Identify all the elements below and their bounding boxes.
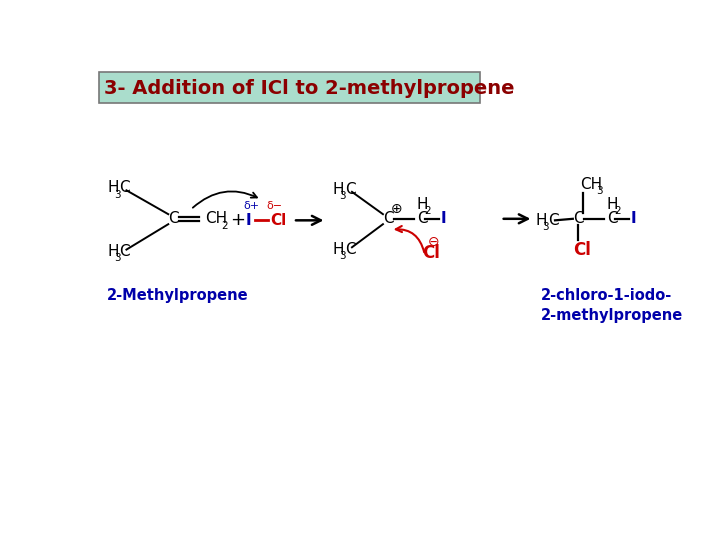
Text: 3: 3 <box>340 251 346 261</box>
Text: ⊖: ⊖ <box>428 235 439 249</box>
Text: I: I <box>246 213 252 228</box>
Text: 3- Addition of ICl to 2-methylpropene: 3- Addition of ICl to 2-methylpropene <box>104 79 515 98</box>
Text: H: H <box>416 198 428 212</box>
Text: C: C <box>607 211 618 226</box>
Text: H: H <box>536 213 547 228</box>
Text: C: C <box>168 211 179 226</box>
Text: 2: 2 <box>614 206 621 217</box>
Text: δ+: δ+ <box>243 201 259 212</box>
Text: C: C <box>573 211 584 226</box>
Text: Cl: Cl <box>573 241 590 259</box>
Text: 2: 2 <box>222 221 228 231</box>
Text: C: C <box>120 245 130 259</box>
Text: ⊕: ⊕ <box>391 202 402 216</box>
Text: I: I <box>630 211 636 226</box>
Text: δ−: δ− <box>266 201 282 212</box>
Text: C: C <box>120 180 130 195</box>
Text: C: C <box>417 211 428 226</box>
Text: 3: 3 <box>114 253 121 264</box>
Text: Cl: Cl <box>270 213 286 228</box>
Text: +: + <box>230 211 246 230</box>
Text: 3: 3 <box>543 222 549 232</box>
FancyBboxPatch shape <box>99 72 480 103</box>
Text: CH: CH <box>204 211 227 226</box>
Text: 3: 3 <box>340 191 346 201</box>
Text: H: H <box>107 245 119 259</box>
Text: C: C <box>383 211 394 226</box>
Text: 3: 3 <box>596 186 603 197</box>
Text: H: H <box>606 198 618 212</box>
FancyArrowPatch shape <box>193 191 257 208</box>
Text: C: C <box>345 182 356 197</box>
Text: 2-chloro-1-iodo-
2-methylpropene: 2-chloro-1-iodo- 2-methylpropene <box>541 288 683 323</box>
Text: 3: 3 <box>114 190 121 200</box>
Text: H: H <box>107 180 119 195</box>
Text: I: I <box>441 211 446 226</box>
Text: Cl: Cl <box>422 244 440 262</box>
FancyArrowPatch shape <box>396 226 424 252</box>
Text: C: C <box>548 213 559 228</box>
Text: 2: 2 <box>424 206 431 217</box>
Text: H: H <box>333 242 344 257</box>
Text: C: C <box>345 242 356 257</box>
Text: 2-Methylpropene: 2-Methylpropene <box>107 288 248 303</box>
Text: H: H <box>333 182 344 197</box>
Text: CH: CH <box>580 178 602 192</box>
